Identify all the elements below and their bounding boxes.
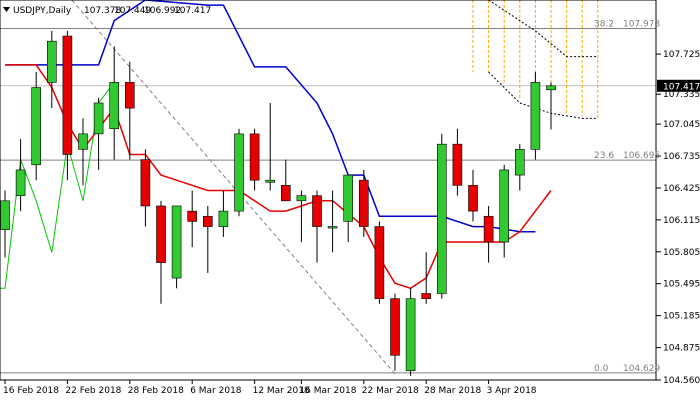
x-tick-label: 12 Mar 2018 [253,386,310,396]
ohlc-close: 107.417 [174,6,211,16]
candle-body [93,102,104,135]
x-tick-label: 16 Feb 2018 [3,386,59,396]
candle-body [280,185,291,202]
y-tick-label: 105.495 [663,280,700,290]
candle-body [171,205,182,279]
y-tick-label: 107.725 [663,50,700,60]
y-tick-label: 107.045 [663,120,700,130]
y-tick-label: 107.335 [663,90,700,100]
candle-body [374,226,385,299]
candle-body [343,174,354,222]
y-tick-label: 106.115 [663,216,700,226]
candle-body [312,195,322,227]
x-tick-label: 28 Feb 2018 [128,386,184,396]
tenkan-sen-line [5,64,552,290]
x-tick-label: 6 Mar 2018 [190,386,242,396]
x-tick-label: 16 Mar 2018 [299,386,356,396]
candle-body [62,35,73,155]
cloud-span-a-line [488,0,598,58]
candle-body [483,215,494,243]
y-tick-label: 106.735 [663,152,700,162]
x-axis: 16 Feb 2018 22 Feb 2018 28 Feb 2018 6 Mar 2… [3,380,537,396]
x-tick-label: 28 Mar 2018 [424,386,481,396]
y-tick-label: 106.425 [663,184,700,194]
candle-body [78,133,88,150]
candle-body [530,82,541,150]
y-tick-label: 105.185 [663,312,700,322]
fib-value-label: 107.973 [623,20,660,30]
candle-body [546,85,556,91]
candle-body [390,298,400,356]
candle-body [296,195,307,202]
fib-ratio-label: 0.0 [594,364,609,374]
candle-body [140,159,151,207]
candle-body [436,143,447,294]
candle-body [125,82,135,109]
y-tick-label: 105.805 [663,248,700,258]
candle-body [327,226,338,229]
candle-body [46,40,57,83]
fib-ratio-label: 38.2 [594,20,614,30]
candle-body [249,133,260,181]
candle-body [421,293,432,299]
plot-frame [0,0,657,381]
y-tick-label: 104.560 [663,376,700,386]
candle-body [203,215,213,227]
candle-body [499,169,510,243]
ohlc-low: 106.992 [144,6,181,16]
candle-body [358,179,369,227]
x-tick-label: 22 Feb 2018 [65,386,121,396]
candle-body [265,179,276,183]
x-tick-label: 3 Apr 2018 [487,386,537,396]
current-price-label: 107.417 [663,82,700,92]
kijun-sen-line [5,0,536,233]
candle-body [156,205,166,263]
y-tick-label: 104.875 [663,344,700,354]
ohlc-high: 107.449 [114,6,151,16]
candle-body [31,87,42,166]
candle-body [405,298,416,372]
y-axis: 107.725 107.335 107.045 106.735 106.425 106.1… [656,50,700,386]
ohlc-open: 107.378 [84,6,121,16]
candle-body [218,210,229,227]
candle-body [109,82,119,130]
candle-body [468,185,478,212]
candle-body [187,210,197,222]
candle-body [15,169,26,196]
symbol-label: USDJPY,Daily [13,6,72,16]
x-tick-label: 22 Mar 2018 [362,386,419,396]
candle-body [514,149,525,176]
fib-value-label: 106.695 [623,151,660,161]
current-price-badge [657,79,700,92]
dropdown-triangle-icon [3,7,10,12]
fib-ratio-label: 23.6 [594,151,614,161]
fib-value-label: 104.629 [623,364,660,374]
candle-body [452,143,463,186]
candle-body [0,200,10,230]
chart-title: USDJPY,Daily 107.378 107.449 106.992 107… [3,6,211,16]
candle-body [234,133,244,212]
